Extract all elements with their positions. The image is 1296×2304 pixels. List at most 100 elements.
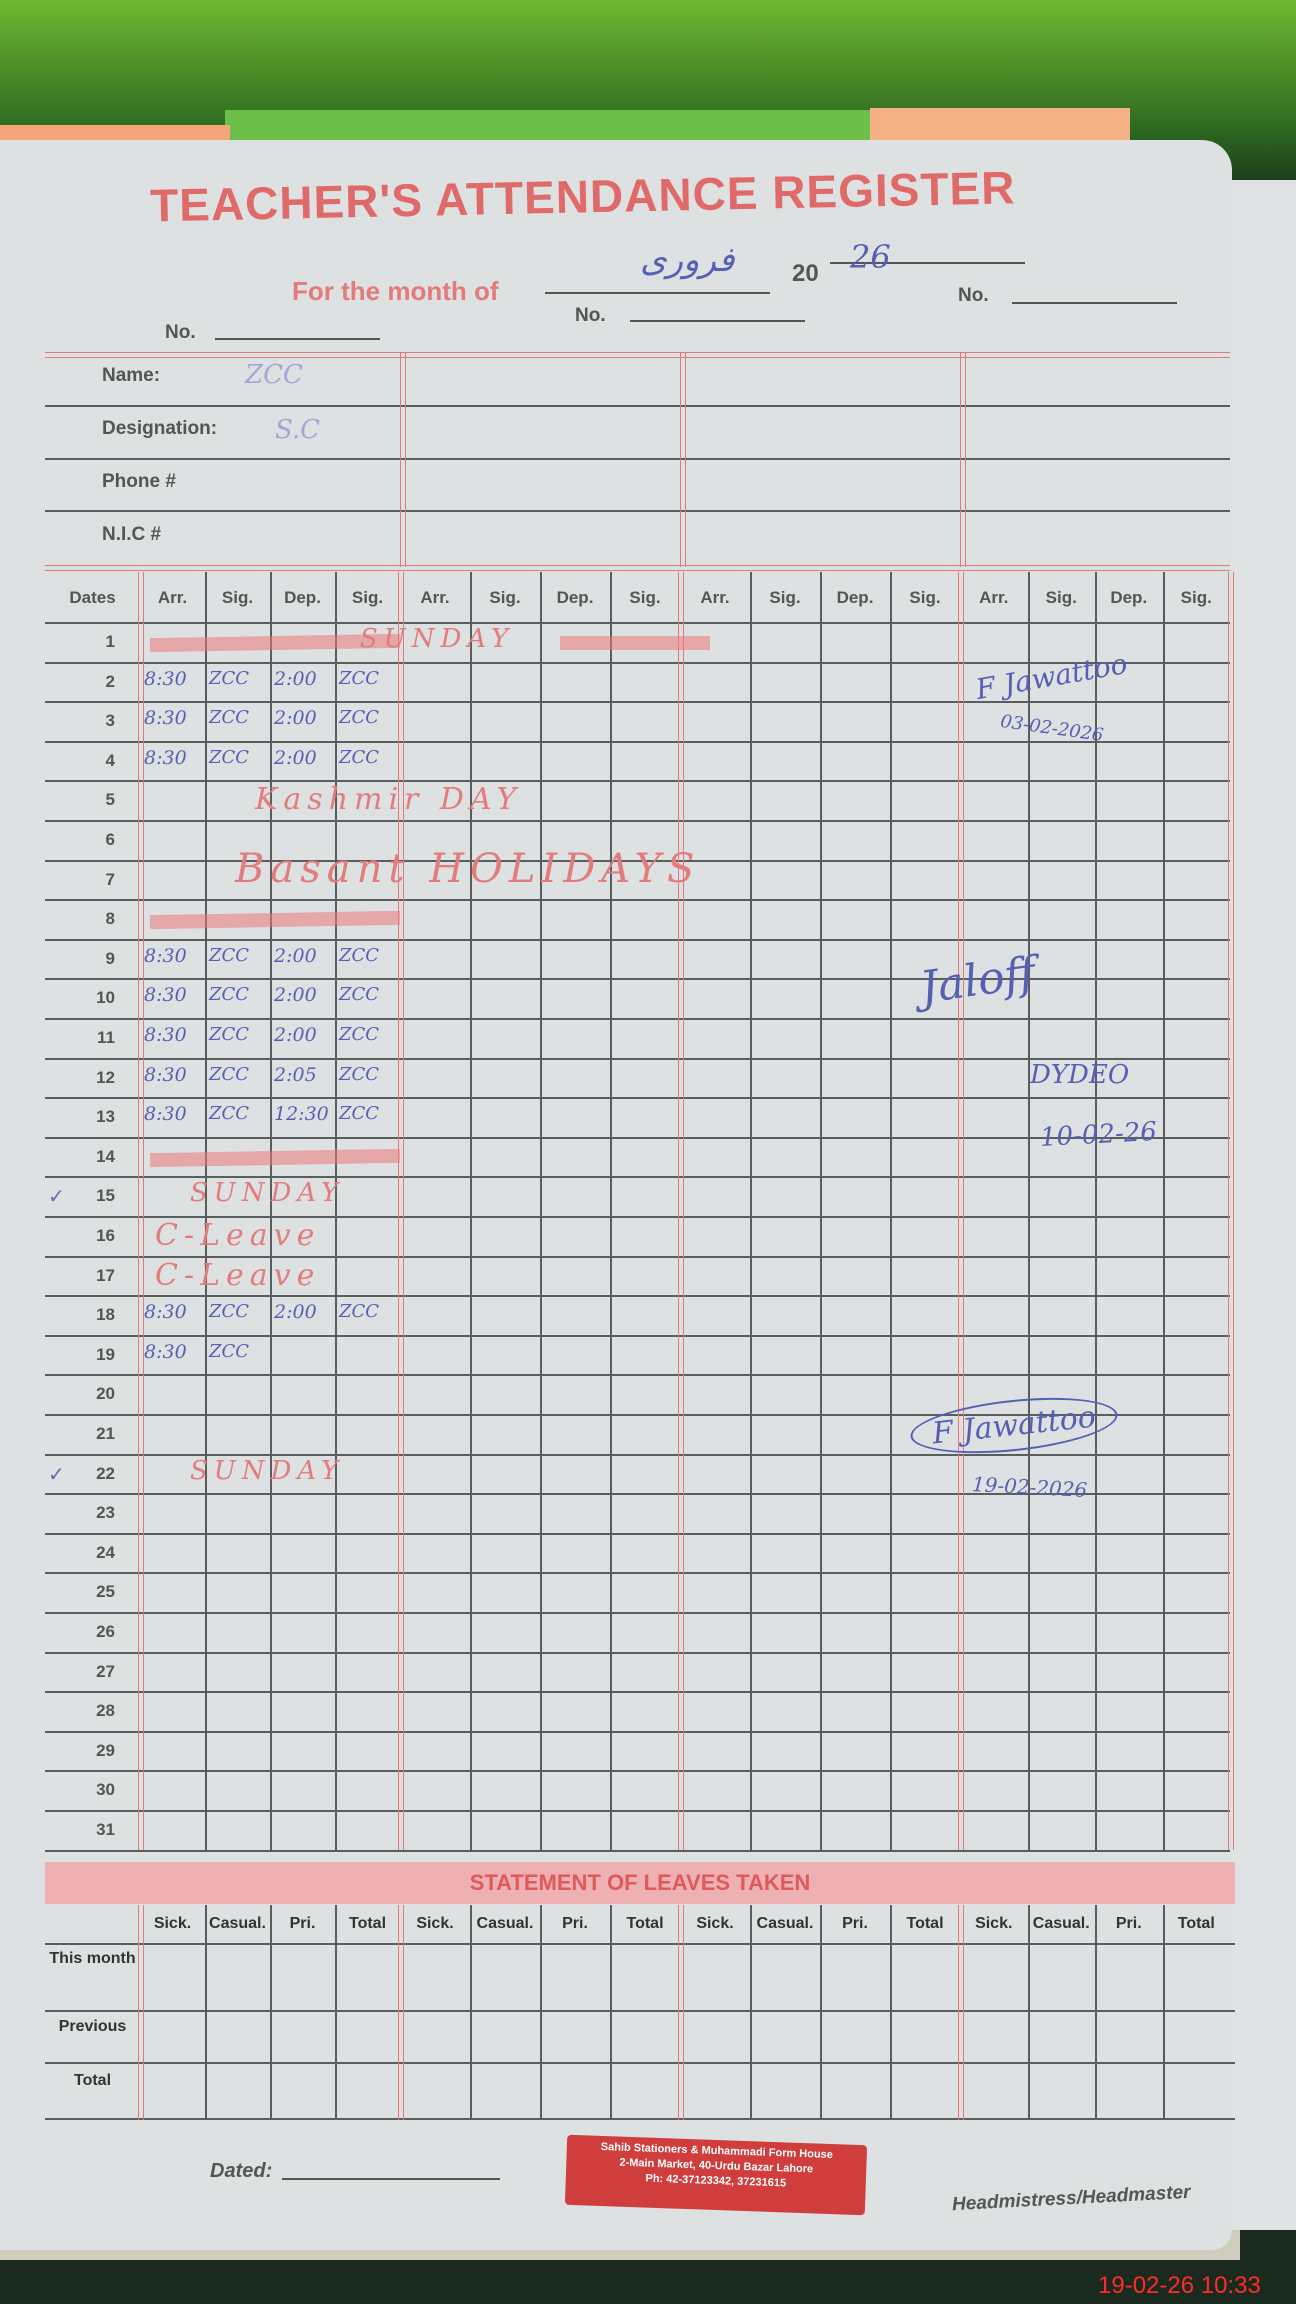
- arrival-time: 8:30: [144, 984, 187, 1007]
- info-row-line: [45, 458, 1230, 460]
- row-line: [45, 1295, 1230, 1298]
- leaves-title-band: STATEMENT OF LEAVES TAKEN: [45, 1862, 1235, 1904]
- column-header: Arr.: [979, 588, 1009, 607]
- signature: ZCC: [339, 1301, 380, 1323]
- column-line: [1027, 1905, 1030, 2120]
- column-line: [1095, 1905, 1097, 2120]
- day-note: SUNDAY: [190, 1455, 345, 1486]
- departure-time: 2:00: [274, 1301, 317, 1324]
- column-line: [1027, 572, 1030, 1850]
- strike-through: [560, 636, 710, 650]
- column-line: [820, 572, 822, 1850]
- row-line: [45, 1691, 1230, 1694]
- leaves-title: STATEMENT OF LEAVES TAKEN: [469, 1870, 811, 1895]
- month-line: [545, 292, 770, 294]
- no-line: [215, 338, 380, 340]
- no-line: [1012, 302, 1177, 304]
- info-label: Phone #: [102, 471, 176, 492]
- column-header: Sig.: [489, 588, 521, 607]
- column-header: Dep.: [1110, 588, 1148, 607]
- arrival-time: 8:30: [144, 1024, 187, 1046]
- photo-timestamp: 19-02-26 10:33: [1098, 2272, 1261, 2299]
- day-note: C-Leave: [155, 1257, 321, 1293]
- column-header: Sig.: [769, 588, 801, 607]
- column-header: Sig.: [1045, 588, 1077, 607]
- signature: ZCC: [339, 984, 380, 1006]
- date-number: 17: [96, 1265, 115, 1285]
- year-value: 26: [850, 238, 891, 276]
- row-line: [45, 859, 1230, 862]
- row-line: [45, 1453, 1230, 1456]
- year-line: [830, 262, 1025, 264]
- leaves-column-header: Sick.: [416, 1915, 454, 1932]
- column-header: Arr.: [700, 588, 730, 607]
- date-number: 26: [96, 1622, 115, 1641]
- date-number: 31: [96, 1820, 115, 1839]
- date-number: 3: [105, 711, 115, 731]
- date-number: 7: [105, 869, 115, 889]
- column-line: [610, 572, 612, 1850]
- signature: ZCC: [209, 1024, 250, 1045]
- departure-time: 2:00: [274, 984, 317, 1007]
- signature: ZCC: [339, 1024, 380, 1045]
- leaves-column-header: Sick.: [696, 1915, 734, 1932]
- column-line: [610, 1905, 612, 2120]
- column-line: [750, 572, 752, 1850]
- row-line: [45, 820, 1230, 822]
- signature: ZCC: [339, 1063, 380, 1085]
- info-row-line: [45, 510, 1230, 512]
- block-divider: [138, 572, 144, 1850]
- row-line: [45, 1572, 1230, 1575]
- check-mark: ✓: [48, 1463, 65, 1486]
- row-line: [45, 1810, 1230, 1812]
- signature: ZCC: [209, 746, 250, 768]
- arrival-time: 8:30: [144, 746, 187, 769]
- day-note: Basant HOLIDAYS: [235, 845, 701, 892]
- block-divider: [1228, 572, 1234, 1850]
- departure-time: 2:05: [274, 1063, 317, 1086]
- row-line: [45, 1057, 1230, 1060]
- signature: ZCC: [209, 944, 250, 966]
- date-number: 12: [96, 1067, 115, 1087]
- leaves-row-label: Total: [73, 2072, 112, 2089]
- month-label: For the month of: [292, 276, 499, 306]
- arrival-time: 8:30: [144, 1340, 187, 1363]
- row-line: [45, 1612, 1230, 1614]
- no-label: No.: [165, 322, 196, 343]
- leaves-column-header: Sick.: [153, 1915, 192, 1932]
- remark-date: 10-02-26: [1039, 1116, 1158, 1154]
- column-header: Dep.: [556, 588, 594, 607]
- arrival-time: 8:30: [144, 707, 187, 730]
- column-header: Sig.: [351, 588, 384, 607]
- column-header: Dep.: [836, 588, 874, 607]
- date-number: 15: [96, 1186, 115, 1206]
- column-header: Dep.: [284, 588, 321, 607]
- column-line: [540, 572, 542, 1850]
- name-value: ZCC: [245, 360, 303, 390]
- register-page: [0, 140, 1232, 2250]
- block-divider: [678, 572, 684, 1850]
- date-number: 2: [105, 671, 115, 691]
- column-divider: [960, 352, 966, 567]
- row-line: [45, 1651, 1230, 1654]
- row-line: [45, 1414, 1230, 1416]
- signature: ZCC: [209, 984, 250, 1006]
- signature: ZCC: [339, 944, 380, 966]
- leaves-row-line: [45, 2062, 1235, 2064]
- date-number: 14: [96, 1146, 115, 1166]
- row-line: [45, 1493, 1230, 1496]
- arrival-time: 8:30: [144, 944, 187, 967]
- departure-time: 2:00: [274, 707, 317, 730]
- column-header: Arr.: [157, 588, 188, 607]
- leaves-row-line: [45, 2010, 1235, 2012]
- date-number: 27: [96, 1661, 115, 1681]
- row-line: [45, 1334, 1230, 1337]
- day-note: C-Leave: [155, 1218, 321, 1253]
- remark-title: DYDEO: [1030, 1060, 1130, 1090]
- column-line: [205, 1905, 207, 2120]
- leaves-column-header: Sick.: [975, 1915, 1013, 1932]
- signature: ZCC: [209, 1340, 250, 1362]
- date-number: 20: [96, 1384, 115, 1404]
- signature: ZCC: [339, 667, 380, 689]
- row-line: [45, 661, 1230, 664]
